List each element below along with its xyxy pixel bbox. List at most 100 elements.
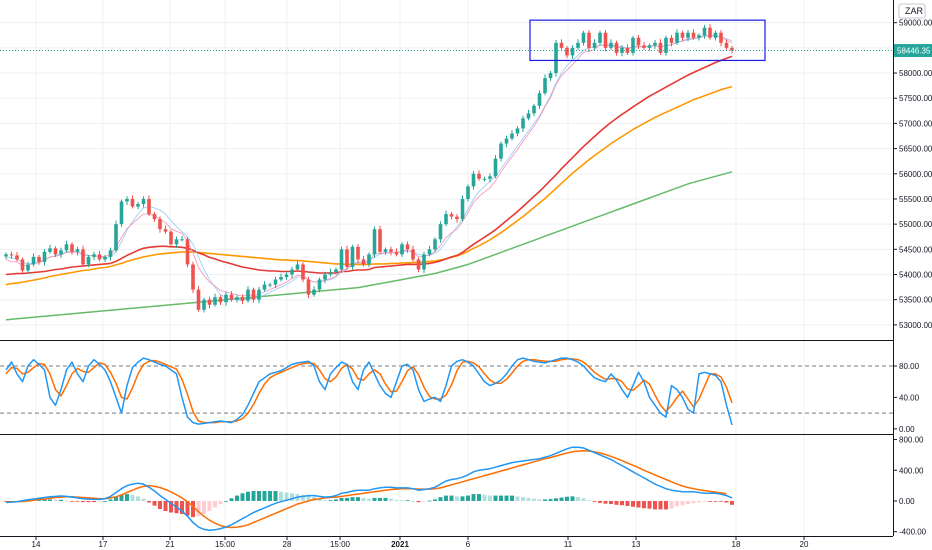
macd-histogram-bar [158, 500, 162, 510]
time-tick-label: 28 [283, 540, 292, 549]
candle-body [576, 42, 580, 48]
candle-body [295, 264, 300, 270]
price-axis[interactable]: 5 ZAR 59000.0058500.0058000.0057500.0057… [893, 0, 932, 537]
candle-body [372, 229, 377, 255]
price-pane[interactable] [0, 19, 893, 321]
macd-histogram-bar [114, 496, 118, 501]
candles [4, 24, 734, 313]
candle-body [9, 254, 14, 256]
macd-histogram-bar [719, 500, 723, 502]
currency-badge-box [898, 3, 926, 19]
candle [147, 195, 151, 217]
candle-body [284, 274, 289, 278]
time-axis[interactable]: 14 17 21 15:00 28 15:00 2021 6 11 13 18 20 [0, 536, 932, 550]
candle [152, 212, 157, 222]
candle [405, 241, 410, 253]
candle-body [493, 158, 498, 177]
candle [708, 24, 712, 40]
candle-body [301, 264, 305, 280]
candle-body [708, 27, 712, 38]
candle-body [427, 249, 432, 255]
candle [444, 210, 448, 227]
candle-body [581, 32, 586, 43]
macd-histogram-bar [669, 500, 674, 509]
macd-histogram-bar [361, 497, 366, 501]
macd-histogram-bar [521, 497, 525, 501]
candle-body [240, 297, 245, 301]
candle-body [554, 42, 558, 74]
time-tick-label: 13 [632, 540, 641, 549]
candle-body [323, 274, 327, 280]
price-tick-label: 53000.00 [899, 321, 932, 330]
candle [130, 195, 135, 209]
candle [482, 176, 487, 182]
candle [59, 247, 63, 258]
last-price-badge-bg [894, 44, 932, 58]
macd-histogram-bar [317, 498, 322, 501]
macd-histogram-bar [130, 494, 135, 501]
macd-histogram-bar [229, 498, 234, 501]
candle-body [499, 143, 503, 159]
macd-histogram-bar [515, 496, 520, 501]
candle-body [724, 42, 729, 48]
candle [235, 295, 239, 303]
price-tick-label: 53500.00 [899, 296, 932, 305]
price-tick-label: 57000.00 [899, 119, 932, 128]
candle-body [103, 256, 107, 260]
candle [317, 277, 322, 293]
candle-body [691, 32, 696, 38]
macd-histogram-bar [499, 495, 503, 501]
candle [669, 35, 674, 47]
candle [587, 29, 591, 52]
macd-histogram-bar [235, 495, 239, 501]
candle [213, 293, 217, 307]
macd-histogram-bar [548, 499, 553, 501]
macd-histogram-bar [108, 499, 113, 501]
macd-histogram-bar [268, 490, 272, 501]
candle [471, 171, 476, 190]
candle-body [20, 259, 25, 271]
candle-body [361, 259, 366, 265]
candle [378, 225, 382, 254]
price-tick-label: 58000.00 [899, 69, 932, 78]
macd-histogram-bar [224, 500, 228, 502]
candle-body [119, 201, 124, 225]
macd-histogram-bar [169, 500, 173, 513]
candle-body [279, 277, 283, 280]
currency-badge[interactable]: ZAR [898, 3, 926, 19]
candle-body [251, 289, 256, 300]
time-tick-label: 17 [99, 540, 108, 549]
candle [70, 242, 74, 255]
stochastic-pane[interactable] [0, 357, 893, 426]
macd-histogram-bar [532, 498, 536, 501]
macd-pane[interactable] [4, 446, 734, 531]
candle [433, 237, 437, 253]
macd-histogram-bar [697, 500, 701, 503]
candle-body [378, 229, 382, 252]
candle-body [598, 32, 602, 43]
candle-body [713, 32, 718, 38]
macd-histogram-bar [658, 500, 663, 510]
candle [532, 103, 536, 117]
macd-histogram-bar [471, 494, 476, 501]
candle [224, 291, 228, 306]
candle-body [697, 35, 701, 38]
macd-histogram-bar [339, 497, 344, 501]
candle [31, 253, 36, 267]
candle-body [202, 299, 206, 310]
highlight-rectangle[interactable] [529, 19, 766, 62]
candle [218, 295, 223, 305]
candle [75, 246, 80, 256]
candle-body [92, 254, 96, 257]
candle-body [460, 198, 465, 220]
candle-body [730, 47, 734, 51]
macd-histogram-bar [163, 500, 168, 511]
candle-body [449, 214, 454, 217]
candle-body [400, 244, 404, 255]
candle-body [383, 249, 388, 252]
macd-histogram-bar [345, 497, 349, 501]
macd-tick-label: 400.00 [899, 466, 924, 475]
macd-histogram-bar [213, 500, 217, 508]
macd-histogram-bar [427, 500, 432, 502]
